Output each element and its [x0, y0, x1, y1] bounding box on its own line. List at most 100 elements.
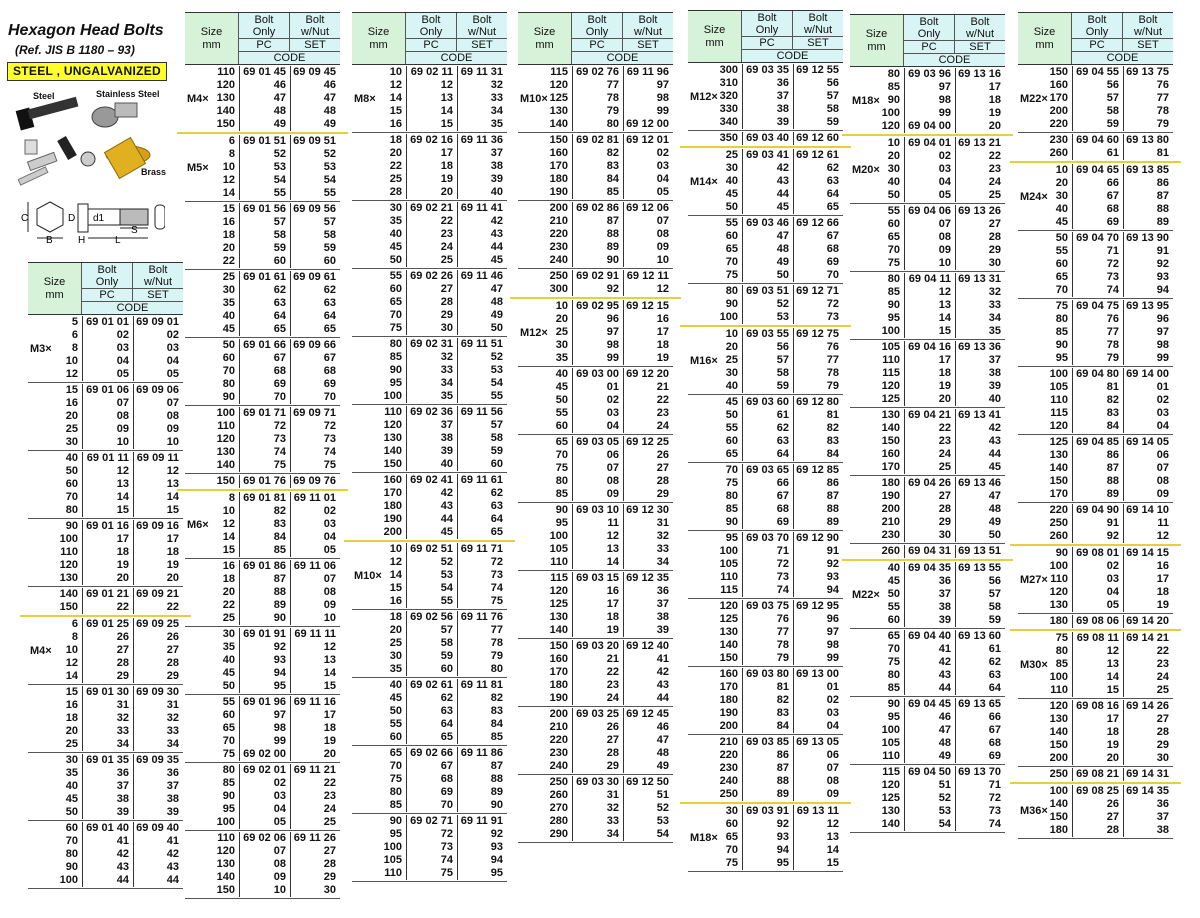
bolt-nut-code: 41 — [623, 653, 673, 666]
bolt-product-images — [15, 96, 151, 186]
table-row: 20 96 16 — [518, 313, 673, 326]
bolt-only-code: 69 08 11 — [1072, 632, 1123, 645]
bolt-only-code: 37 — [742, 90, 793, 103]
bolt-length: 45 — [222, 667, 235, 679]
bolt-only-code: 15 — [406, 118, 457, 131]
size-block: 65 69 03 05 69 12 25 70 06 26 75 07 27 80 08 28 85 09… — [518, 435, 673, 503]
size-block: 180 69 08 06 69 14 20 — [1018, 614, 1173, 629]
bolt-nut-code: 38 — [955, 367, 1005, 380]
bolt-nut-code: 99 — [623, 105, 673, 118]
bolt-length: 85 — [1055, 326, 1068, 338]
bolt-length: 150 — [881, 435, 900, 447]
bolt-length: 280 — [549, 815, 568, 827]
bolt-length: 220 — [1049, 504, 1068, 516]
bolt-length: 35 — [65, 767, 78, 779]
bolt-only-code: 31 — [82, 699, 133, 712]
bolt-only-code: 02 — [904, 150, 955, 163]
size-block: 65 69 04 40 69 13 60 70 41 61 75 42 62 80 43 63 85 44… — [850, 629, 1005, 697]
table-row: 95 14 34 — [850, 312, 1005, 325]
bolt-only-code: 89 — [1072, 488, 1123, 501]
bolt-only-code: 72 — [239, 420, 290, 433]
bolt-length: 340 — [719, 116, 738, 128]
bolt-only-code: 69 04 55 — [1072, 66, 1123, 79]
bolt-nut-code: 15 — [290, 680, 340, 693]
bolt-only-code: 41 — [904, 643, 955, 656]
table-row: 16 31 31 — [28, 699, 183, 712]
table-row: 55 69 04 06 69 13 26 — [850, 205, 1005, 218]
bolt-length: 110 — [384, 406, 402, 418]
table-row: 55 03 23 — [518, 407, 673, 420]
table-row: 280 33 53 — [518, 815, 673, 828]
bolt-length: 50 — [725, 201, 738, 213]
bolt-length: 22 — [222, 599, 235, 611]
bolt-nut-code: 17 — [290, 709, 340, 722]
bolt-length: 100 — [1049, 785, 1068, 797]
table-row: 320 37 57 — [688, 90, 843, 103]
bolt-only-code: 86 — [1072, 449, 1123, 462]
thread-separator — [510, 297, 681, 299]
bolt-only-code: 84 — [239, 531, 290, 544]
spec-table: Size mm Bolt Only Bolt w/Nut PC SET CODE M22× 150 6… — [1010, 12, 1181, 839]
table-row: 40 69 04 35 69 13 55 — [850, 562, 1005, 575]
bolt-length: 115 — [882, 367, 900, 379]
header-bolt-only: Bolt Only — [82, 263, 133, 288]
table-row: 90 69 08 01 69 14 15 — [1018, 547, 1173, 560]
table-row: 140 54 74 — [850, 818, 1005, 831]
bolt-only-code: 69 — [406, 786, 457, 799]
table-row: 15 14 34 — [352, 105, 507, 118]
bolt-nut-code: 67 — [793, 230, 843, 243]
size-block: 15 69 01 30 69 09 30 16 31 31 18 32 32 20 33 33 25 34… — [28, 685, 183, 753]
bolt-only-code: 39 — [904, 614, 955, 627]
table-row: 100 05 25 — [185, 816, 340, 829]
bolt-length: 220 — [1049, 118, 1068, 130]
header-pc: PC — [406, 38, 457, 51]
bolt-nut-code: 91 — [1123, 245, 1173, 258]
thread-size-label: M27× — [1020, 573, 1048, 586]
bolt-only-code: 03 — [1072, 573, 1123, 586]
table-row: 60 13 13 — [28, 478, 183, 491]
bolt-length: 12 — [389, 79, 402, 91]
bolt-length: 115 — [720, 584, 738, 596]
bolt-only-code: 16 — [572, 585, 623, 598]
dim-label-d: D — [68, 213, 75, 224]
bolt-nut-code: 62 — [290, 284, 340, 297]
table-row: 120 19 19 — [28, 559, 183, 572]
bolt-only-code: 82 — [572, 147, 623, 160]
table-row: 90 70 70 — [185, 391, 340, 404]
table-row: 45 38 38 — [28, 793, 183, 806]
bolt-only-code: 26 — [1072, 798, 1123, 811]
bolt-nut-code: 59 — [290, 242, 340, 255]
bolt-only-code: 69 04 85 — [1072, 436, 1123, 449]
bolt-nut-code: 69 11 61 — [457, 474, 507, 487]
bolt-only-code: 13 — [572, 543, 623, 556]
bolt-length: 260 — [1049, 530, 1068, 542]
bolt-nut-code: 69 09 66 — [290, 339, 340, 352]
bolt-only-code: 20 — [1072, 752, 1123, 765]
table-row: 210 87 07 — [518, 215, 673, 228]
bolt-nut-code: 69 09 56 — [290, 203, 340, 216]
table-row: 100 14 24 — [1018, 671, 1173, 684]
thread-size-label: M14× — [690, 175, 718, 188]
bolt-length: 200 — [549, 708, 568, 720]
header-bolt-label: Bolt — [472, 14, 492, 26]
bolt-length: 200 — [383, 526, 402, 538]
bolt-nut-code: 52 — [623, 802, 673, 815]
table-row: 30 69 01 91 69 11 11 — [185, 628, 340, 641]
bolt-nut-code: 22 — [955, 150, 1005, 163]
bolt-only-code: 63 — [742, 435, 793, 448]
bolt-only-code: 13 — [1072, 658, 1123, 671]
table-row: 20 56 76 — [688, 341, 843, 354]
table-row: 140 39 59 — [352, 445, 507, 458]
table-header: Size mm Bolt Only Bolt w/Nut PC SET CODE — [1018, 12, 1173, 65]
table-row: 45 36 56 — [850, 575, 1005, 588]
bolt-only-code: 89 — [742, 788, 793, 801]
table-row: 40 93 13 — [185, 654, 340, 667]
table-row: 350 69 03 40 69 12 60 — [688, 132, 843, 145]
header-size-unit: mm — [1035, 38, 1054, 51]
table-row: 70 67 87 — [352, 760, 507, 773]
label-brass: Brass — [141, 167, 167, 177]
bolt-nut-code: 79 — [793, 380, 843, 393]
bolt-length: 10 — [725, 328, 738, 340]
size-block: M36× 100 69 08 25 69 14 35 140 26 36 150 27 37 180… — [1018, 784, 1173, 839]
bolt-length: 20 — [389, 624, 402, 636]
